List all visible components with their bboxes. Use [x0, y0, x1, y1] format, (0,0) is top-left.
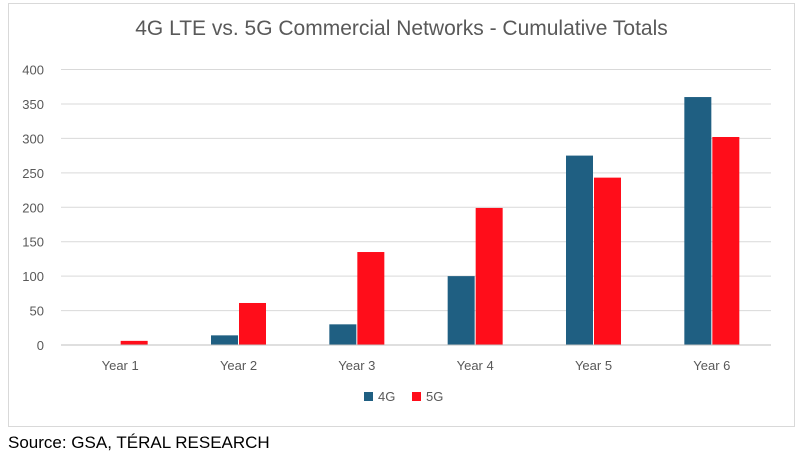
bar-5g-year-6 [712, 136, 740, 345]
y-tick-label: 50 [30, 304, 44, 319]
x-tick-label: Year 6 [693, 358, 730, 373]
y-tick-label: 350 [22, 97, 44, 112]
bar-5g-year-3 [357, 252, 385, 345]
y-tick-label: 200 [22, 200, 44, 215]
legend-label-4g: 4G [378, 389, 395, 404]
x-tick-label: Year 2 [220, 358, 257, 373]
y-tick-label: 250 [22, 166, 44, 181]
y-tick-label: 300 [22, 131, 44, 146]
chart-frame: 4G LTE vs. 5G Commercial Networks - Cumu… [8, 3, 795, 427]
y-tick-label: 100 [22, 269, 44, 284]
legend-swatch-4g [364, 392, 373, 401]
bar-5g-year-1 [120, 340, 148, 345]
x-tick-label: Year 1 [102, 358, 139, 373]
x-tick-label: Year 4 [457, 358, 494, 373]
x-tick-label: Year 3 [338, 358, 375, 373]
source-caption: Source: GSA, TÉRAL RESEARCH [8, 433, 270, 452]
x-tick-label: Year 5 [575, 358, 612, 373]
bar-4g-year-5 [566, 155, 593, 345]
y-tick-label: 150 [22, 235, 44, 250]
bar-4g-year-3 [329, 324, 357, 345]
bar-5g-year-5 [594, 177, 621, 345]
legend-swatch-5g [412, 392, 421, 401]
bar-chart: 0 50 100 150 200 250 300 350 400 Year 1 Year 2 Year… [22, 63, 771, 404]
y-tick-label: 0 [37, 338, 44, 353]
bar-5g-year-4 [475, 207, 503, 345]
bar-4g-year-4 [447, 276, 475, 345]
bar-4g-year-2 [211, 335, 238, 345]
chart-title: 4G LTE vs. 5G Commercial Networks - Cumu… [135, 17, 668, 40]
bar-5g-year-2 [239, 302, 266, 345]
legend-label-5g: 5G [426, 389, 443, 404]
bar-4g-year-6 [684, 97, 712, 345]
y-tick-label: 400 [22, 63, 44, 78]
